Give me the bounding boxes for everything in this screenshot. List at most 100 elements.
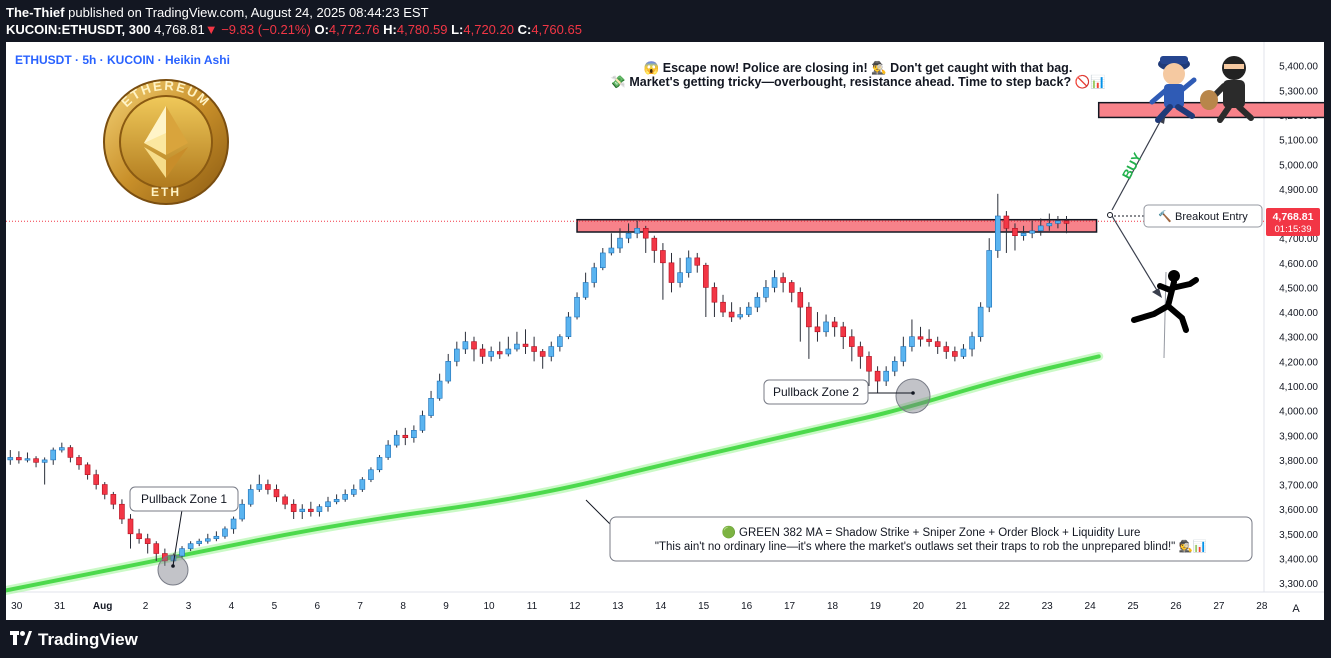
candle[interactable] bbox=[350, 484, 357, 497]
candle[interactable] bbox=[462, 331, 469, 354]
candle[interactable] bbox=[917, 326, 924, 347]
author-name[interactable]: The-Thief bbox=[6, 5, 65, 20]
resistance-zone-1[interactable] bbox=[576, 218, 1098, 233]
candle[interactable] bbox=[308, 501, 314, 517]
breakout-callout[interactable] bbox=[1143, 204, 1263, 228]
pullback-zone-2-marker[interactable] bbox=[895, 378, 931, 414]
candle[interactable] bbox=[265, 479, 271, 495]
candle[interactable] bbox=[222, 526, 228, 539]
candle[interactable] bbox=[883, 366, 889, 386]
candle[interactable] bbox=[720, 294, 726, 317]
candle[interactable] bbox=[539, 349, 546, 369]
candle[interactable] bbox=[402, 427, 409, 446]
candle[interactable] bbox=[24, 452, 31, 463]
candle[interactable] bbox=[359, 477, 366, 492]
candle[interactable] bbox=[831, 317, 838, 337]
candle[interactable] bbox=[1012, 223, 1018, 251]
candle[interactable] bbox=[479, 344, 486, 364]
candle[interactable] bbox=[1046, 213, 1053, 231]
pullback-zone-1-callout[interactable] bbox=[129, 486, 239, 512]
candle[interactable] bbox=[110, 491, 117, 510]
candle[interactable] bbox=[33, 456, 39, 468]
price-axis-bg[interactable] bbox=[1264, 42, 1324, 592]
candle[interactable] bbox=[763, 280, 769, 303]
candle[interactable] bbox=[1029, 220, 1035, 239]
candle[interactable] bbox=[471, 336, 477, 362]
candle[interactable] bbox=[41, 457, 48, 485]
candle[interactable] bbox=[565, 312, 572, 340]
candle[interactable] bbox=[969, 331, 975, 357]
auto-scale-button[interactable]: A bbox=[1292, 603, 1300, 615]
candle[interactable] bbox=[488, 346, 494, 362]
candle[interactable] bbox=[393, 430, 400, 448]
candle[interactable] bbox=[617, 228, 623, 253]
candle[interactable] bbox=[522, 329, 529, 354]
candle[interactable] bbox=[557, 334, 563, 352]
candle[interactable] bbox=[239, 499, 245, 522]
candle[interactable] bbox=[934, 336, 941, 354]
candle[interactable] bbox=[136, 528, 142, 544]
candle[interactable] bbox=[591, 262, 598, 288]
candle[interactable] bbox=[840, 321, 847, 350]
candle[interactable] bbox=[16, 451, 22, 464]
chart-svg[interactable]: 3,300.00 3,400.00 3,500.00 3,600.00 3,700.00… bbox=[1, 42, 1331, 620]
candle[interactable] bbox=[153, 541, 160, 561]
candle[interactable] bbox=[651, 235, 658, 263]
candle[interactable] bbox=[76, 454, 82, 470]
candle[interactable] bbox=[694, 252, 701, 273]
candle[interactable] bbox=[1055, 215, 1061, 229]
candle[interactable] bbox=[668, 252, 675, 293]
candle[interactable] bbox=[642, 225, 649, 253]
candle[interactable] bbox=[445, 353, 452, 384]
candle[interactable] bbox=[333, 494, 340, 505]
tradingview-logo[interactable]: TradingView bbox=[10, 630, 138, 650]
candle[interactable] bbox=[866, 351, 872, 386]
candle[interactable] bbox=[745, 302, 752, 317]
candle[interactable] bbox=[771, 270, 778, 293]
candle[interactable] bbox=[93, 469, 99, 490]
candle[interactable] bbox=[1037, 218, 1044, 236]
candle[interactable] bbox=[247, 484, 254, 507]
candle[interactable] bbox=[454, 341, 460, 367]
candle[interactable] bbox=[84, 462, 91, 480]
candle[interactable] bbox=[436, 373, 443, 401]
candle[interactable] bbox=[273, 484, 280, 502]
candle[interactable] bbox=[419, 410, 426, 433]
candle[interactable] bbox=[368, 467, 374, 483]
candle[interactable] bbox=[849, 329, 855, 362]
candle[interactable] bbox=[428, 390, 434, 419]
candle[interactable] bbox=[119, 499, 125, 524]
candle[interactable] bbox=[7, 450, 14, 465]
pullback-zone-2-callout[interactable] bbox=[763, 379, 869, 405]
candle[interactable] bbox=[531, 336, 537, 362]
chart-area[interactable]: 3,300.00 3,400.00 3,500.00 3,600.00 3,700.00… bbox=[1, 42, 1331, 620]
candle[interactable] bbox=[711, 282, 718, 317]
candle[interactable] bbox=[857, 341, 864, 369]
annotation-layer[interactable]: 😱 Escape now! Police are closing in! 🕵️‍… bbox=[129, 56, 1320, 586]
candle[interactable] bbox=[213, 531, 220, 542]
candle[interactable] bbox=[599, 248, 606, 271]
candle[interactable] bbox=[703, 262, 709, 317]
candle[interactable] bbox=[806, 302, 812, 359]
candle[interactable] bbox=[496, 341, 503, 359]
candle[interactable] bbox=[411, 425, 417, 443]
candle[interactable] bbox=[548, 341, 555, 362]
candle[interactable] bbox=[196, 538, 203, 547]
candle[interactable] bbox=[325, 496, 331, 512]
candle[interactable] bbox=[1020, 225, 1027, 241]
candle[interactable] bbox=[582, 272, 589, 300]
candle[interactable] bbox=[608, 233, 615, 256]
candle[interactable] bbox=[101, 482, 108, 500]
candle[interactable] bbox=[677, 257, 683, 288]
candle[interactable] bbox=[505, 336, 512, 357]
candle[interactable] bbox=[754, 292, 761, 313]
candle[interactable] bbox=[685, 250, 692, 278]
candle[interactable] bbox=[342, 489, 348, 502]
candle[interactable] bbox=[67, 445, 74, 463]
candle[interactable] bbox=[1003, 211, 1010, 253]
pullback-zone-1-marker[interactable] bbox=[157, 554, 189, 586]
candle[interactable] bbox=[737, 307, 743, 320]
candle[interactable] bbox=[926, 329, 932, 347]
candle[interactable] bbox=[814, 312, 821, 342]
current-price-badge[interactable] bbox=[1266, 208, 1320, 236]
